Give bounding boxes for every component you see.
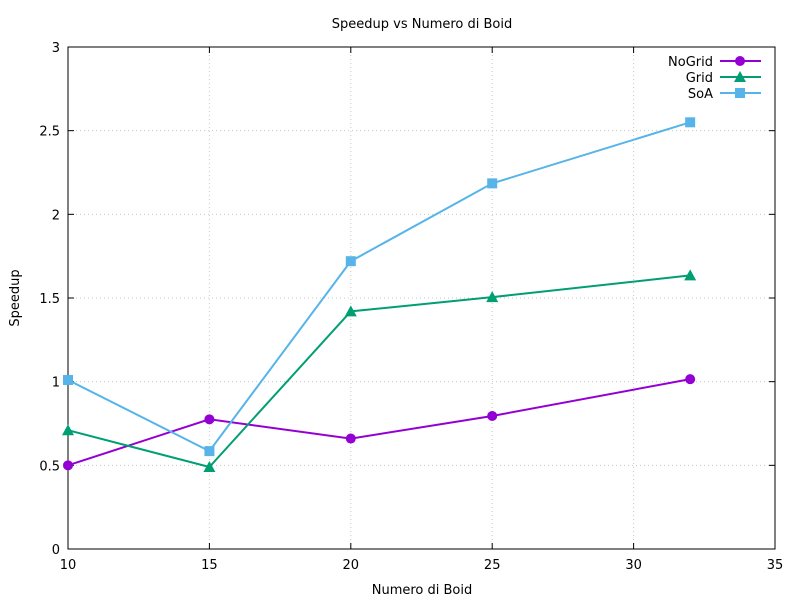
- x-tick-label: 25: [484, 558, 501, 573]
- x-tick-label: 35: [767, 558, 784, 573]
- y-tick-label: 2.5: [39, 125, 60, 140]
- data-point-soa: [204, 446, 215, 457]
- legend-item-soa: SoA: [688, 87, 761, 102]
- data-point-grid: [486, 291, 499, 303]
- data-point-soa: [63, 374, 73, 385]
- series-line-grid: [67, 274, 691, 469]
- data-point-soa: [345, 256, 356, 267]
- legend-label: Grid: [686, 71, 713, 86]
- chart-title: Speedup vs Numero di Boid: [332, 17, 512, 32]
- data-point-soa: [487, 178, 498, 189]
- grid-lines: [68, 47, 775, 549]
- legend-marker: [735, 56, 745, 66]
- data-point-grid: [344, 305, 357, 317]
- data-point-nogrid: [685, 374, 696, 385]
- x-tick-label: 30: [625, 558, 642, 573]
- series-grid: [62, 269, 697, 473]
- data-point-nogrid: [204, 414, 215, 425]
- y-axis-title: Speedup: [8, 269, 23, 326]
- data-point-grid: [62, 424, 74, 436]
- x-tick-label: 15: [201, 558, 218, 573]
- y-tick-label: 1.5: [39, 292, 60, 307]
- y-tick-label: 0.5: [39, 459, 60, 474]
- data-point-grid: [203, 461, 216, 473]
- legend-marker: [734, 71, 746, 82]
- x-tick-label: 20: [343, 558, 360, 573]
- legend-item-nogrid: NoGrid: [668, 55, 761, 70]
- legend-label: SoA: [688, 87, 713, 102]
- data-point-nogrid: [345, 433, 356, 444]
- data-point-nogrid: [487, 410, 498, 421]
- data-point-nogrid: [63, 460, 73, 471]
- data-point-grid: [684, 269, 697, 281]
- series-soa: [63, 117, 696, 457]
- y-tick-label: 0: [52, 543, 60, 558]
- legend-item-grid: Grid: [686, 71, 761, 86]
- series-line-soa: [67, 121, 691, 453]
- data-point-soa: [685, 117, 696, 128]
- legend-marker: [735, 88, 745, 98]
- series-nogrid: [63, 374, 696, 471]
- y-tick-label: 2: [52, 208, 60, 223]
- y-tick-label: 3: [52, 41, 60, 56]
- legend-label: NoGrid: [668, 55, 713, 70]
- series-layer: [62, 117, 697, 473]
- x-axis-title: Numero di Boid: [372, 583, 473, 598]
- axis-ticks: 10 15 20 25 30 35 0 0.5 1 1.5 2 2.5 3: [39, 41, 783, 573]
- y-tick-label: 1: [52, 376, 60, 391]
- x-tick-label: 10: [60, 558, 77, 573]
- series-line-nogrid: [67, 378, 691, 467]
